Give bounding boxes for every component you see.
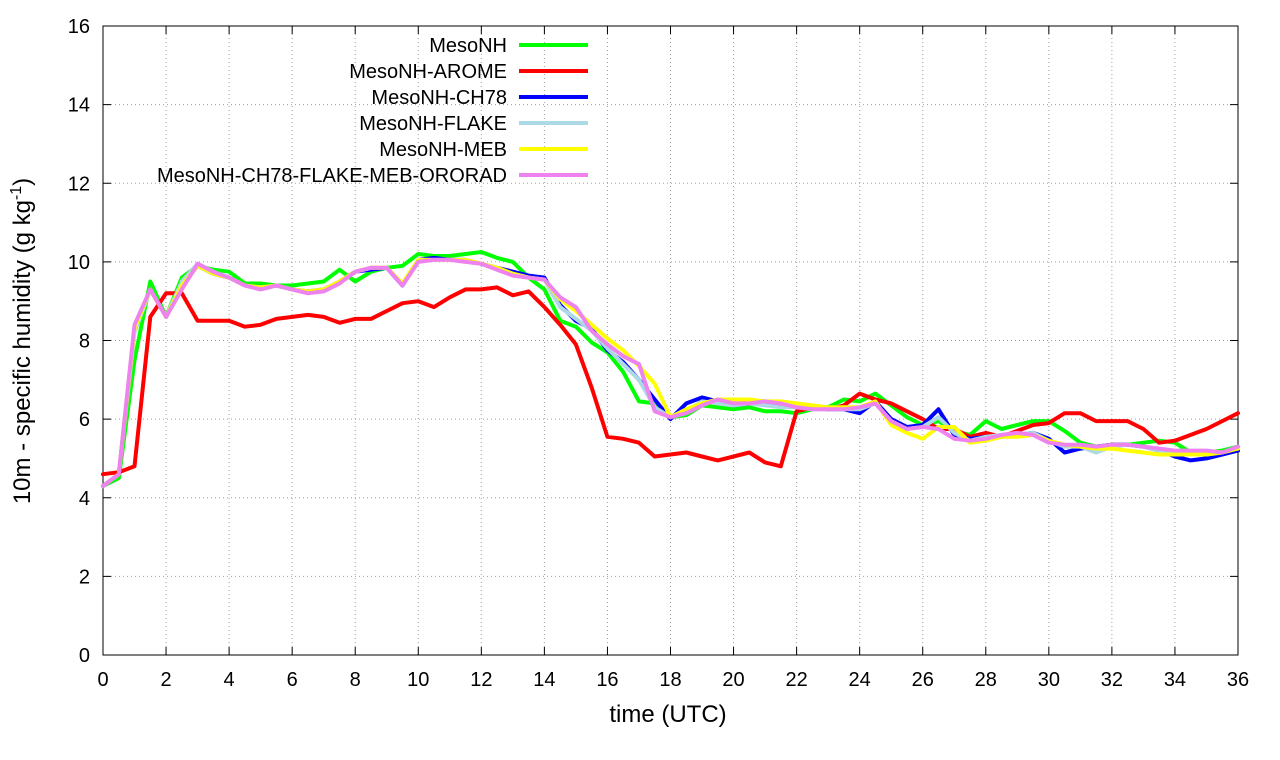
x-tick-label: 28 (975, 669, 997, 691)
x-axis-label: time (UTC) (609, 701, 726, 728)
legend-label-mesonh: MesoNH (429, 35, 507, 57)
legend-label-mesonh-ch78-flake-meb-ororad: MesoNH-CH78-FLAKE-MEB-ORORAD (157, 165, 507, 187)
y-tick-label: 16 (68, 16, 90, 38)
legend-label-mesonh-arome: MesoNH-AROME (349, 61, 507, 83)
x-tick-label: 8 (350, 669, 361, 691)
x-tick-label: 26 (912, 669, 934, 691)
legend-label-mesonh-meb: MesoNH-MEB (379, 139, 507, 161)
y-axis-label-main: 10m - specific humidity (g kg (9, 200, 36, 504)
y-tick-label: 12 (68, 173, 90, 195)
y-tick-label: 14 (68, 95, 90, 117)
legend-label-mesonh-flake: MesoNH-FLAKE (359, 113, 507, 135)
series-line-mesonh-ch78-flake-meb-ororad (101, 257, 1240, 488)
legend: MesoNH MesoNH-AROME MesoNH-CH78 MesoNH-FLAK… (157, 35, 588, 187)
x-tick-label: 18 (659, 669, 681, 691)
x-tick-label: 32 (1101, 669, 1123, 691)
x-tick-label: 4 (224, 669, 235, 691)
series-line-mesonh-ch78 (101, 255, 1240, 488)
y-tick-label: 10 (68, 252, 90, 274)
x-tick-label: 12 (470, 669, 492, 691)
series-lines (101, 250, 1240, 488)
series-line-mesonh-arome (101, 285, 1240, 477)
y-tick-label: 0 (79, 645, 90, 667)
legend-label-mesonh-ch78: MesoNH-CH78 (371, 87, 507, 109)
y-axis-label-superscript: -1 (8, 186, 25, 200)
x-tick-label: 30 (1038, 669, 1060, 691)
grid-lines (103, 26, 1238, 655)
y-axis-label: 10m - specific humidity (g kg-1) (8, 178, 36, 504)
x-tick-label: 20 (722, 669, 744, 691)
y-tick-label: 4 (79, 488, 90, 510)
y-tick-label: 2 (79, 566, 90, 588)
y-tick-label: 6 (79, 409, 90, 431)
x-tick-label: 14 (533, 669, 555, 691)
x-tick-label: 6 (287, 669, 298, 691)
x-tick-label: 22 (785, 669, 807, 691)
x-tick-label: 34 (1164, 669, 1186, 691)
x-tick-label: 10 (407, 669, 429, 691)
x-tick-label: 2 (160, 669, 171, 691)
x-tick-label: 24 (849, 669, 871, 691)
axis-ticks: 0 2 4 6 8 10 12 14 16 18 20 22 24 26 28 30 32 34 360246810… (68, 16, 1249, 691)
x-tick-label: 36 (1227, 669, 1249, 691)
x-tick-label: 0 (97, 669, 108, 691)
y-axis-label-close: ) (9, 178, 36, 186)
x-tick-label: 16 (596, 669, 618, 691)
y-tick-label: 8 (79, 331, 90, 353)
